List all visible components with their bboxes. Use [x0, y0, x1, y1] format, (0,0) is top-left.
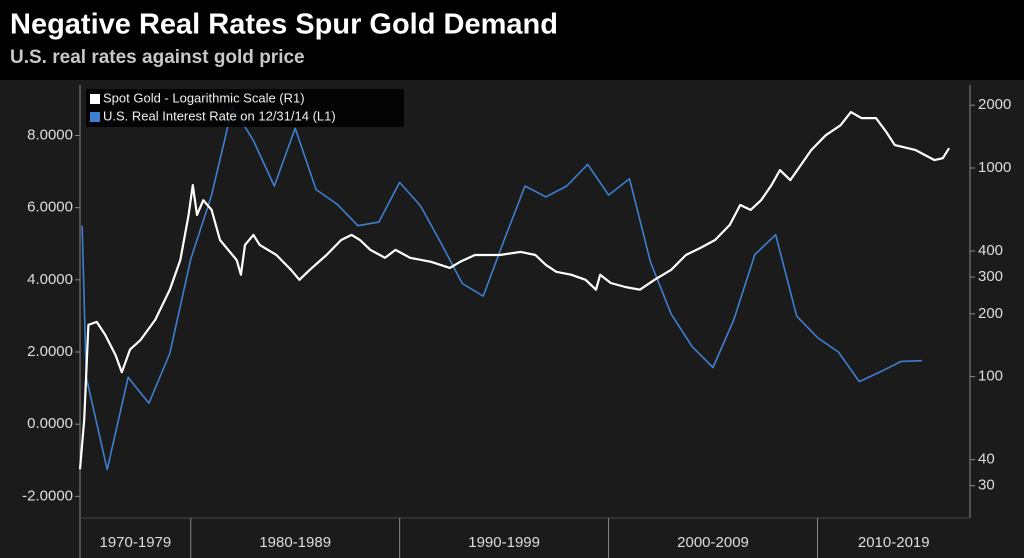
x-tick-label: 2010-2019 — [858, 534, 930, 551]
legend-label: Spot Gold - Logarithmic Scale (R1) — [103, 90, 305, 105]
x-tick-label: 1980-1989 — [259, 534, 331, 551]
y-tick-label: 2.0000 — [27, 343, 73, 360]
y2-tick-label: 30 — [978, 477, 995, 494]
y-tick-label: 6.0000 — [27, 199, 73, 216]
plot-background — [0, 80, 1024, 558]
y-tick-label: 4.0000 — [27, 271, 73, 288]
y2-tick-label: 40 — [978, 451, 995, 468]
header-band — [0, 0, 1024, 80]
y2-tick-label: 1000 — [978, 159, 1011, 176]
series-line — [78, 111, 951, 470]
y-tick-label: -2.0000 — [22, 487, 73, 504]
y-tick-label: 8.0000 — [27, 126, 73, 143]
legend-label: U.S. Real Interest Rate on 12/31/14 (L1) — [103, 108, 336, 123]
legend-swatch — [90, 112, 100, 122]
chart-title: Negative Real Rates Spur Gold Demand — [10, 9, 558, 41]
legend-box — [86, 89, 404, 127]
chart-subtitle: U.S. real rates against gold price — [10, 47, 305, 68]
y2-tick-label: 400 — [978, 242, 1003, 259]
legend-swatch — [90, 94, 100, 104]
y2-tick-label: 2000 — [978, 96, 1011, 113]
y2-tick-label: 200 — [978, 305, 1003, 322]
x-tick-label: 1990-1999 — [468, 534, 540, 551]
y2-tick-label: 100 — [978, 368, 1003, 385]
y-tick-label: 0.0000 — [27, 415, 73, 432]
x-tick-label: 1970-1979 — [99, 534, 171, 551]
y2-tick-label: 300 — [978, 268, 1003, 285]
x-tick-label: 2000-2009 — [677, 534, 749, 551]
